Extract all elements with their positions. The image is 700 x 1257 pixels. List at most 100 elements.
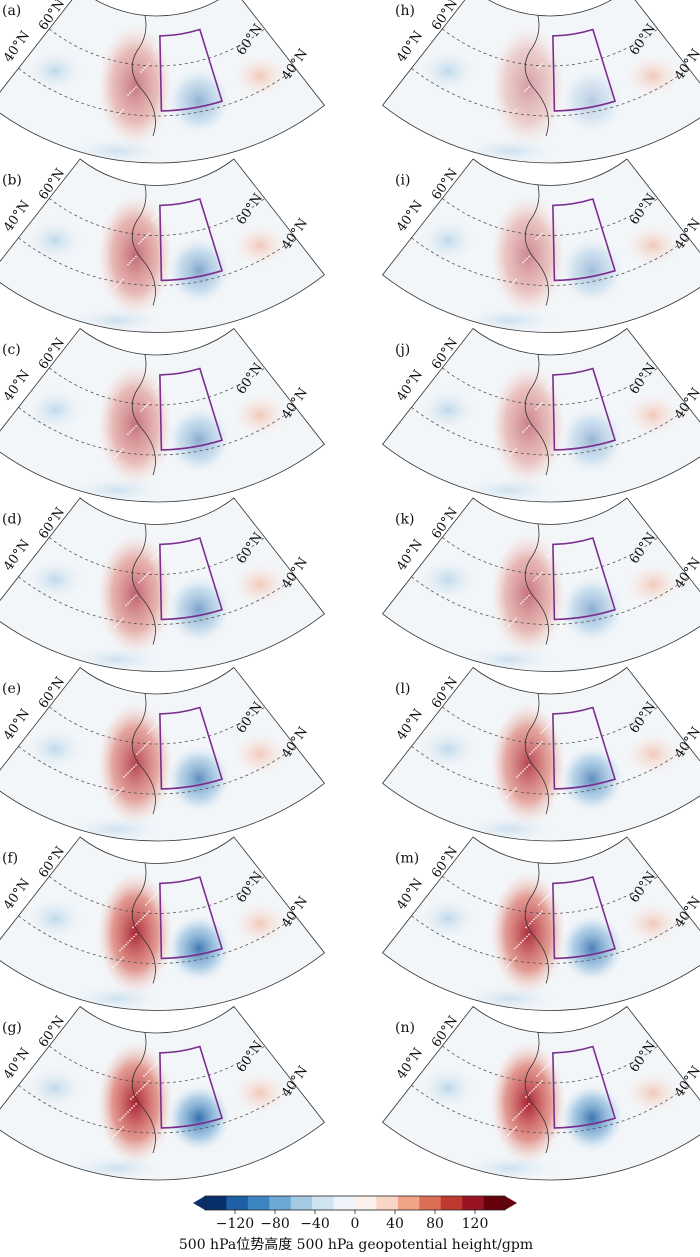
- positive-anomaly-ridge: [490, 702, 566, 826]
- map-outline: [0, 327, 326, 503]
- positive-anomaly-ridge: [97, 193, 173, 318]
- colorbar-tick-label: 40: [386, 1216, 404, 1232]
- panel-label: (f): [2, 851, 18, 867]
- latitude-circle: [442, 706, 658, 745]
- study-region-box: [159, 367, 224, 451]
- positive-anomaly-east: [625, 393, 681, 437]
- latitude-circle: [442, 28, 658, 67]
- significance-dots: [504, 887, 555, 973]
- colorbar-swatch: [312, 1196, 334, 1210]
- map-panel-n: (n) 60°N40°N 60°N40°N: [381, 1005, 700, 1181]
- map-panel-b: (b) 60°N40°N 60°N40°N: [0, 158, 326, 333]
- latitude-circle: [442, 367, 658, 406]
- colorbar-swatch: [462, 1196, 484, 1210]
- significance-dots: [111, 887, 162, 973]
- colorbar-extend-high: [505, 1196, 517, 1210]
- map-outline: [0, 158, 326, 333]
- latitude-circle: [49, 367, 265, 406]
- colorbar-tick-label: 0: [351, 1216, 360, 1232]
- map-panel-f: (f) 60°N40°N 60°N40°N: [0, 836, 326, 1011]
- study-region-box: [552, 1045, 617, 1129]
- colorbar-tick-label: −80: [260, 1216, 290, 1232]
- panel-label: (n): [395, 1020, 415, 1036]
- colorbar-swatch: [376, 1196, 399, 1210]
- positive-anomaly-ridge: [97, 532, 173, 657]
- latitude-circle: [49, 876, 265, 914]
- panel-label: (j): [395, 342, 410, 358]
- coastline: [524, 5, 549, 137]
- negative-anomaly-trough: [167, 67, 231, 135]
- positive-anomaly-ridge: [490, 1041, 566, 1165]
- coastline: [131, 175, 156, 306]
- positive-anomaly-ridge: [97, 24, 173, 148]
- latitude-circle: [442, 876, 658, 914]
- colorbar-tick-label: 80: [426, 1216, 444, 1232]
- map-panel-d: (d) 60°N40°N 60°N40°N: [0, 497, 326, 672]
- panel-label: (a): [2, 3, 21, 19]
- negative-anomaly-west: [25, 218, 85, 263]
- map-panel-a: (a) 60°N40°N 60°N40°N: [0, 0, 326, 164]
- negative-anomaly-west: [25, 49, 85, 93]
- negative-anomaly-west: [418, 727, 478, 771]
- negative-anomaly-trough: [167, 745, 231, 813]
- positive-anomaly-east: [232, 732, 288, 776]
- colorbar-swatch: [226, 1196, 249, 1210]
- colorbar-tick-label: −40: [300, 1216, 330, 1232]
- colorbar-swatch: [205, 1196, 227, 1210]
- map-panel-g: (g) 60°N40°N 60°N40°N: [0, 1005, 326, 1181]
- study-region-box: [552, 367, 617, 451]
- colorbar-swatch: [397, 1196, 420, 1210]
- coastline: [131, 853, 156, 984]
- colorbar-swatch: [290, 1196, 313, 1210]
- coastline: [131, 514, 156, 645]
- latitude-circle: [49, 537, 265, 575]
- positive-anomaly-ridge: [490, 532, 566, 657]
- positive-anomaly-east: [232, 223, 288, 268]
- map-outline: [381, 836, 700, 1011]
- latitude-circle: [49, 198, 265, 236]
- map-outline: [0, 1005, 326, 1181]
- colorbar-swatch: [440, 1196, 463, 1210]
- map-outline: [381, 0, 700, 164]
- negative-anomaly-trough: [560, 236, 624, 305]
- map-panel-h: (h) 60°N40°N 60°N40°N: [381, 0, 700, 164]
- map-outline: [381, 327, 700, 503]
- study-region-box: [159, 876, 224, 960]
- map-outline: [381, 497, 700, 672]
- study-region-box: [159, 28, 224, 112]
- negative-anomaly-west: [418, 557, 478, 602]
- positive-anomaly-east: [232, 901, 288, 946]
- coastline: [131, 683, 156, 815]
- negative-anomaly-trough: [167, 1084, 231, 1152]
- colorbar-swatch: [419, 1196, 442, 1210]
- map-panel-k: (k) 60°N40°N 60°N40°N: [381, 497, 700, 672]
- map-outline: [381, 1005, 700, 1181]
- map-panel-m: (m) 60°N40°N 60°N40°N: [381, 836, 700, 1011]
- negative-anomaly-west: [418, 388, 478, 432]
- map-outline: [381, 666, 700, 842]
- latitude-circle: [442, 1045, 658, 1084]
- negative-anomaly-west: [25, 727, 85, 771]
- map-panel-i: (i) 60°N40°N 60°N40°N: [381, 158, 700, 333]
- negative-anomaly-trough: [560, 67, 624, 135]
- negative-anomaly-west: [25, 557, 85, 602]
- coastline: [131, 5, 156, 137]
- latitude-circle: [442, 537, 658, 575]
- study-region-box: [552, 198, 617, 282]
- map-panel-c: (c) 60°N40°N 60°N40°N: [0, 327, 326, 503]
- negative-anomaly-west: [25, 1066, 85, 1110]
- colorbar-tick-label: −120: [216, 1216, 254, 1232]
- negative-anomaly-west: [418, 49, 478, 93]
- study-region-box: [552, 28, 617, 112]
- positive-anomaly-east: [625, 1071, 681, 1115]
- negative-anomaly-west: [418, 1066, 478, 1110]
- coastline: [524, 1022, 549, 1154]
- map-panel-j: (j) 60°N40°N 60°N40°N: [381, 327, 700, 503]
- significance-dots: [111, 379, 161, 458]
- negative-anomaly-trough: [167, 406, 231, 474]
- negative-anomaly-west: [418, 896, 478, 941]
- negative-anomaly-west: [418, 218, 478, 263]
- map-panel-e: (e) 60°N40°N 60°N40°N: [0, 666, 326, 842]
- panel-label: (e): [2, 681, 21, 697]
